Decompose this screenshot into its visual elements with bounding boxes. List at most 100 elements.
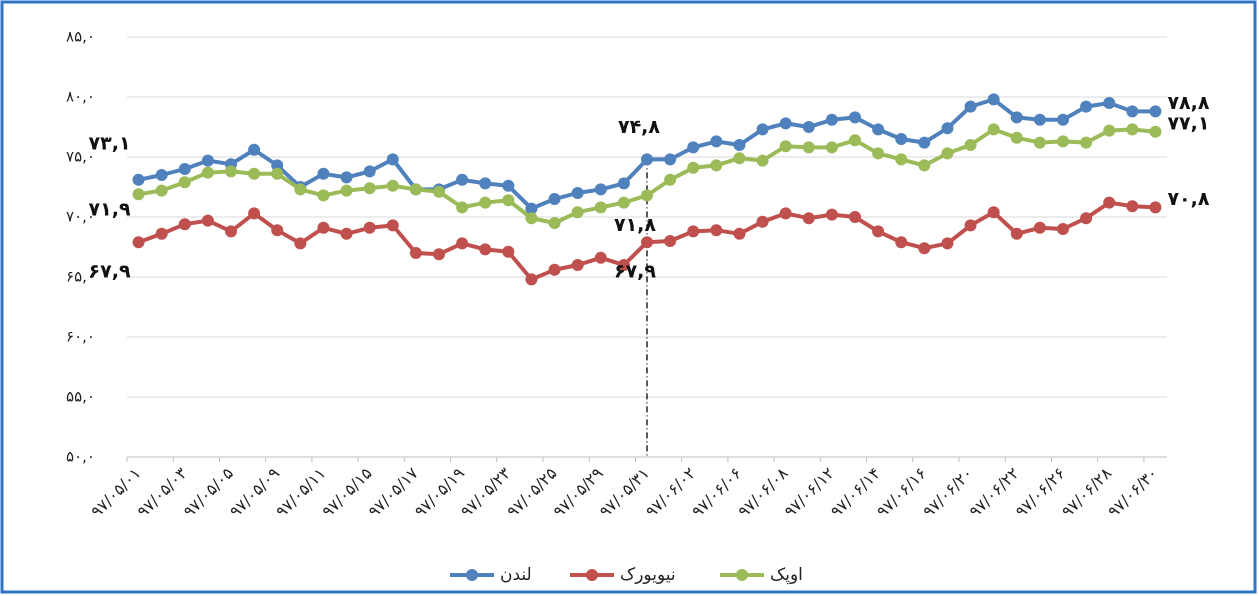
data-point: [641, 153, 653, 166]
data-point: [178, 163, 191, 175]
data-point: [271, 159, 284, 172]
data-point: [1149, 125, 1162, 138]
data-point: [664, 153, 677, 166]
data-point: [1033, 136, 1046, 149]
data-point: [987, 206, 1000, 219]
data-point: [317, 167, 330, 180]
data-point: [733, 227, 746, 240]
data-point: [802, 141, 815, 154]
value-label: ۷۴,۸: [618, 116, 660, 138]
data-point: [386, 153, 399, 166]
value-label: ۶۷,۹: [89, 261, 131, 283]
data-point: [687, 141, 700, 154]
data-point: [456, 237, 469, 250]
data-point: [502, 245, 515, 258]
data-point: [756, 154, 769, 167]
data-point: [525, 212, 538, 225]
data-point: [1033, 221, 1046, 234]
data-point: [664, 235, 677, 247]
data-point: [1057, 135, 1069, 148]
y-tick-label: ۶۰,۰: [66, 328, 95, 346]
data-point: [502, 179, 515, 192]
data-point: [802, 121, 815, 133]
data-point: [594, 201, 607, 214]
data-point: [1010, 111, 1023, 124]
data-point: [849, 111, 861, 124]
data-point: [271, 167, 284, 180]
data-point: [1080, 100, 1093, 113]
data-point: [502, 194, 515, 207]
data-point: [641, 189, 653, 202]
data-point: [178, 176, 191, 189]
data-point: [433, 185, 445, 198]
data-point: [872, 123, 885, 136]
legend-label: نیویورک: [620, 565, 676, 585]
data-point: [849, 211, 861, 223]
data-point: [248, 207, 261, 220]
data-point: [248, 167, 261, 180]
data-point: [456, 201, 469, 214]
y-tick-label: ۷۰,۰: [66, 208, 95, 226]
data-point: [571, 206, 584, 219]
data-point: [178, 218, 191, 231]
data-point: [1010, 131, 1023, 144]
data-point: [409, 183, 422, 196]
data-point: [895, 236, 908, 249]
data-point: [340, 184, 353, 197]
data-point: [548, 263, 561, 276]
legend-marker: [586, 569, 598, 581]
data-point: [594, 183, 607, 196]
data-point: [895, 153, 908, 166]
data-point: [1126, 105, 1139, 118]
data-point: [987, 123, 1000, 136]
data-point: [201, 214, 214, 227]
data-point: [872, 147, 885, 160]
data-point: [918, 136, 931, 149]
data-point: [248, 143, 261, 156]
data-point: [918, 159, 931, 172]
data-point: [710, 224, 723, 237]
data-point: [386, 219, 399, 232]
data-point: [1103, 196, 1116, 209]
data-point: [571, 259, 584, 271]
data-point: [317, 221, 330, 234]
data-point: [733, 152, 746, 165]
data-point: [201, 154, 214, 167]
data-point: [155, 169, 168, 181]
y-tick-label: ۷۵,۰: [66, 148, 95, 166]
data-point: [802, 212, 815, 225]
data-point: [1080, 136, 1093, 149]
legend-marker: [736, 569, 748, 581]
data-point: [525, 273, 538, 286]
value-label: ۶۷,۹: [614, 261, 656, 283]
legend-label: اوپک: [770, 565, 803, 585]
data-point: [895, 133, 908, 145]
data-point: [363, 221, 376, 234]
data-point: [340, 227, 353, 240]
data-point: [363, 182, 376, 195]
data-point: [779, 207, 792, 220]
data-point: [872, 225, 885, 238]
data-point: [548, 217, 561, 229]
data-point: [1057, 113, 1069, 126]
data-point: [479, 196, 492, 209]
data-point: [964, 100, 977, 113]
data-point: [271, 224, 284, 237]
value-label: ۷۳,۱: [89, 132, 131, 154]
value-label: ۷۱,۸: [614, 214, 656, 236]
data-point: [1126, 200, 1139, 213]
data-point: [155, 184, 168, 197]
value-label: ۷۱,۹: [89, 199, 131, 221]
data-point: [571, 187, 584, 199]
data-point: [964, 219, 977, 232]
data-point: [825, 113, 838, 126]
y-tick-label: ۶۵,۰: [66, 268, 95, 286]
data-point: [294, 237, 307, 250]
data-point: [733, 139, 746, 151]
data-point: [1057, 223, 1069, 235]
data-point: [1149, 201, 1162, 214]
value-label: ۷۰,۸: [1167, 188, 1209, 210]
data-point: [941, 122, 954, 135]
data-point: [1033, 113, 1046, 126]
data-point: [617, 196, 630, 209]
